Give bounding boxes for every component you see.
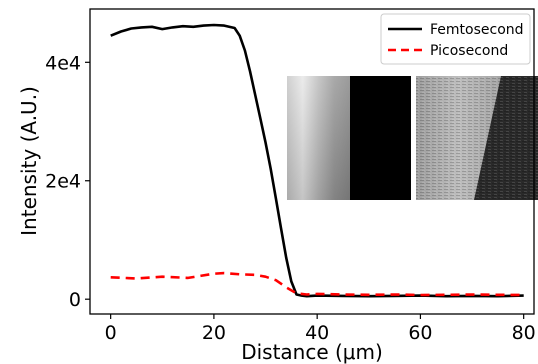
series-line-picosecond [110,271,524,297]
y-tick-label: 0 [69,289,81,311]
inset-images [287,76,538,200]
x-tick-label: 0 [105,322,117,344]
x-tick-label: 60 [408,322,432,344]
legend-label-picosecond: Picosecond [430,43,508,59]
picosecond-edge-image [416,76,538,200]
x-tick-label: 80 [512,322,536,344]
legend: Femtosecond Picosecond [380,13,531,65]
series-layer [110,23,524,298]
y-tick-label: 4e4 [45,52,81,74]
femtosecond-edge-image [287,76,411,200]
y-axis-label: Intensity (A.U.) [17,86,41,236]
legend-label-femtosecond: Femtosecond [430,22,524,38]
legend-box [380,13,531,65]
plot-frame [89,8,535,315]
axis-ticks: 0 20 40 60 80 0 2e4 4e4 [45,52,536,344]
y-tick-label: 2e4 [45,171,81,193]
x-tick-label: 40 [305,322,329,344]
x-axis-label: Distance (μm) [241,340,383,364]
x-tick-label: 20 [202,322,226,344]
series-line-femtosecond [110,23,524,298]
